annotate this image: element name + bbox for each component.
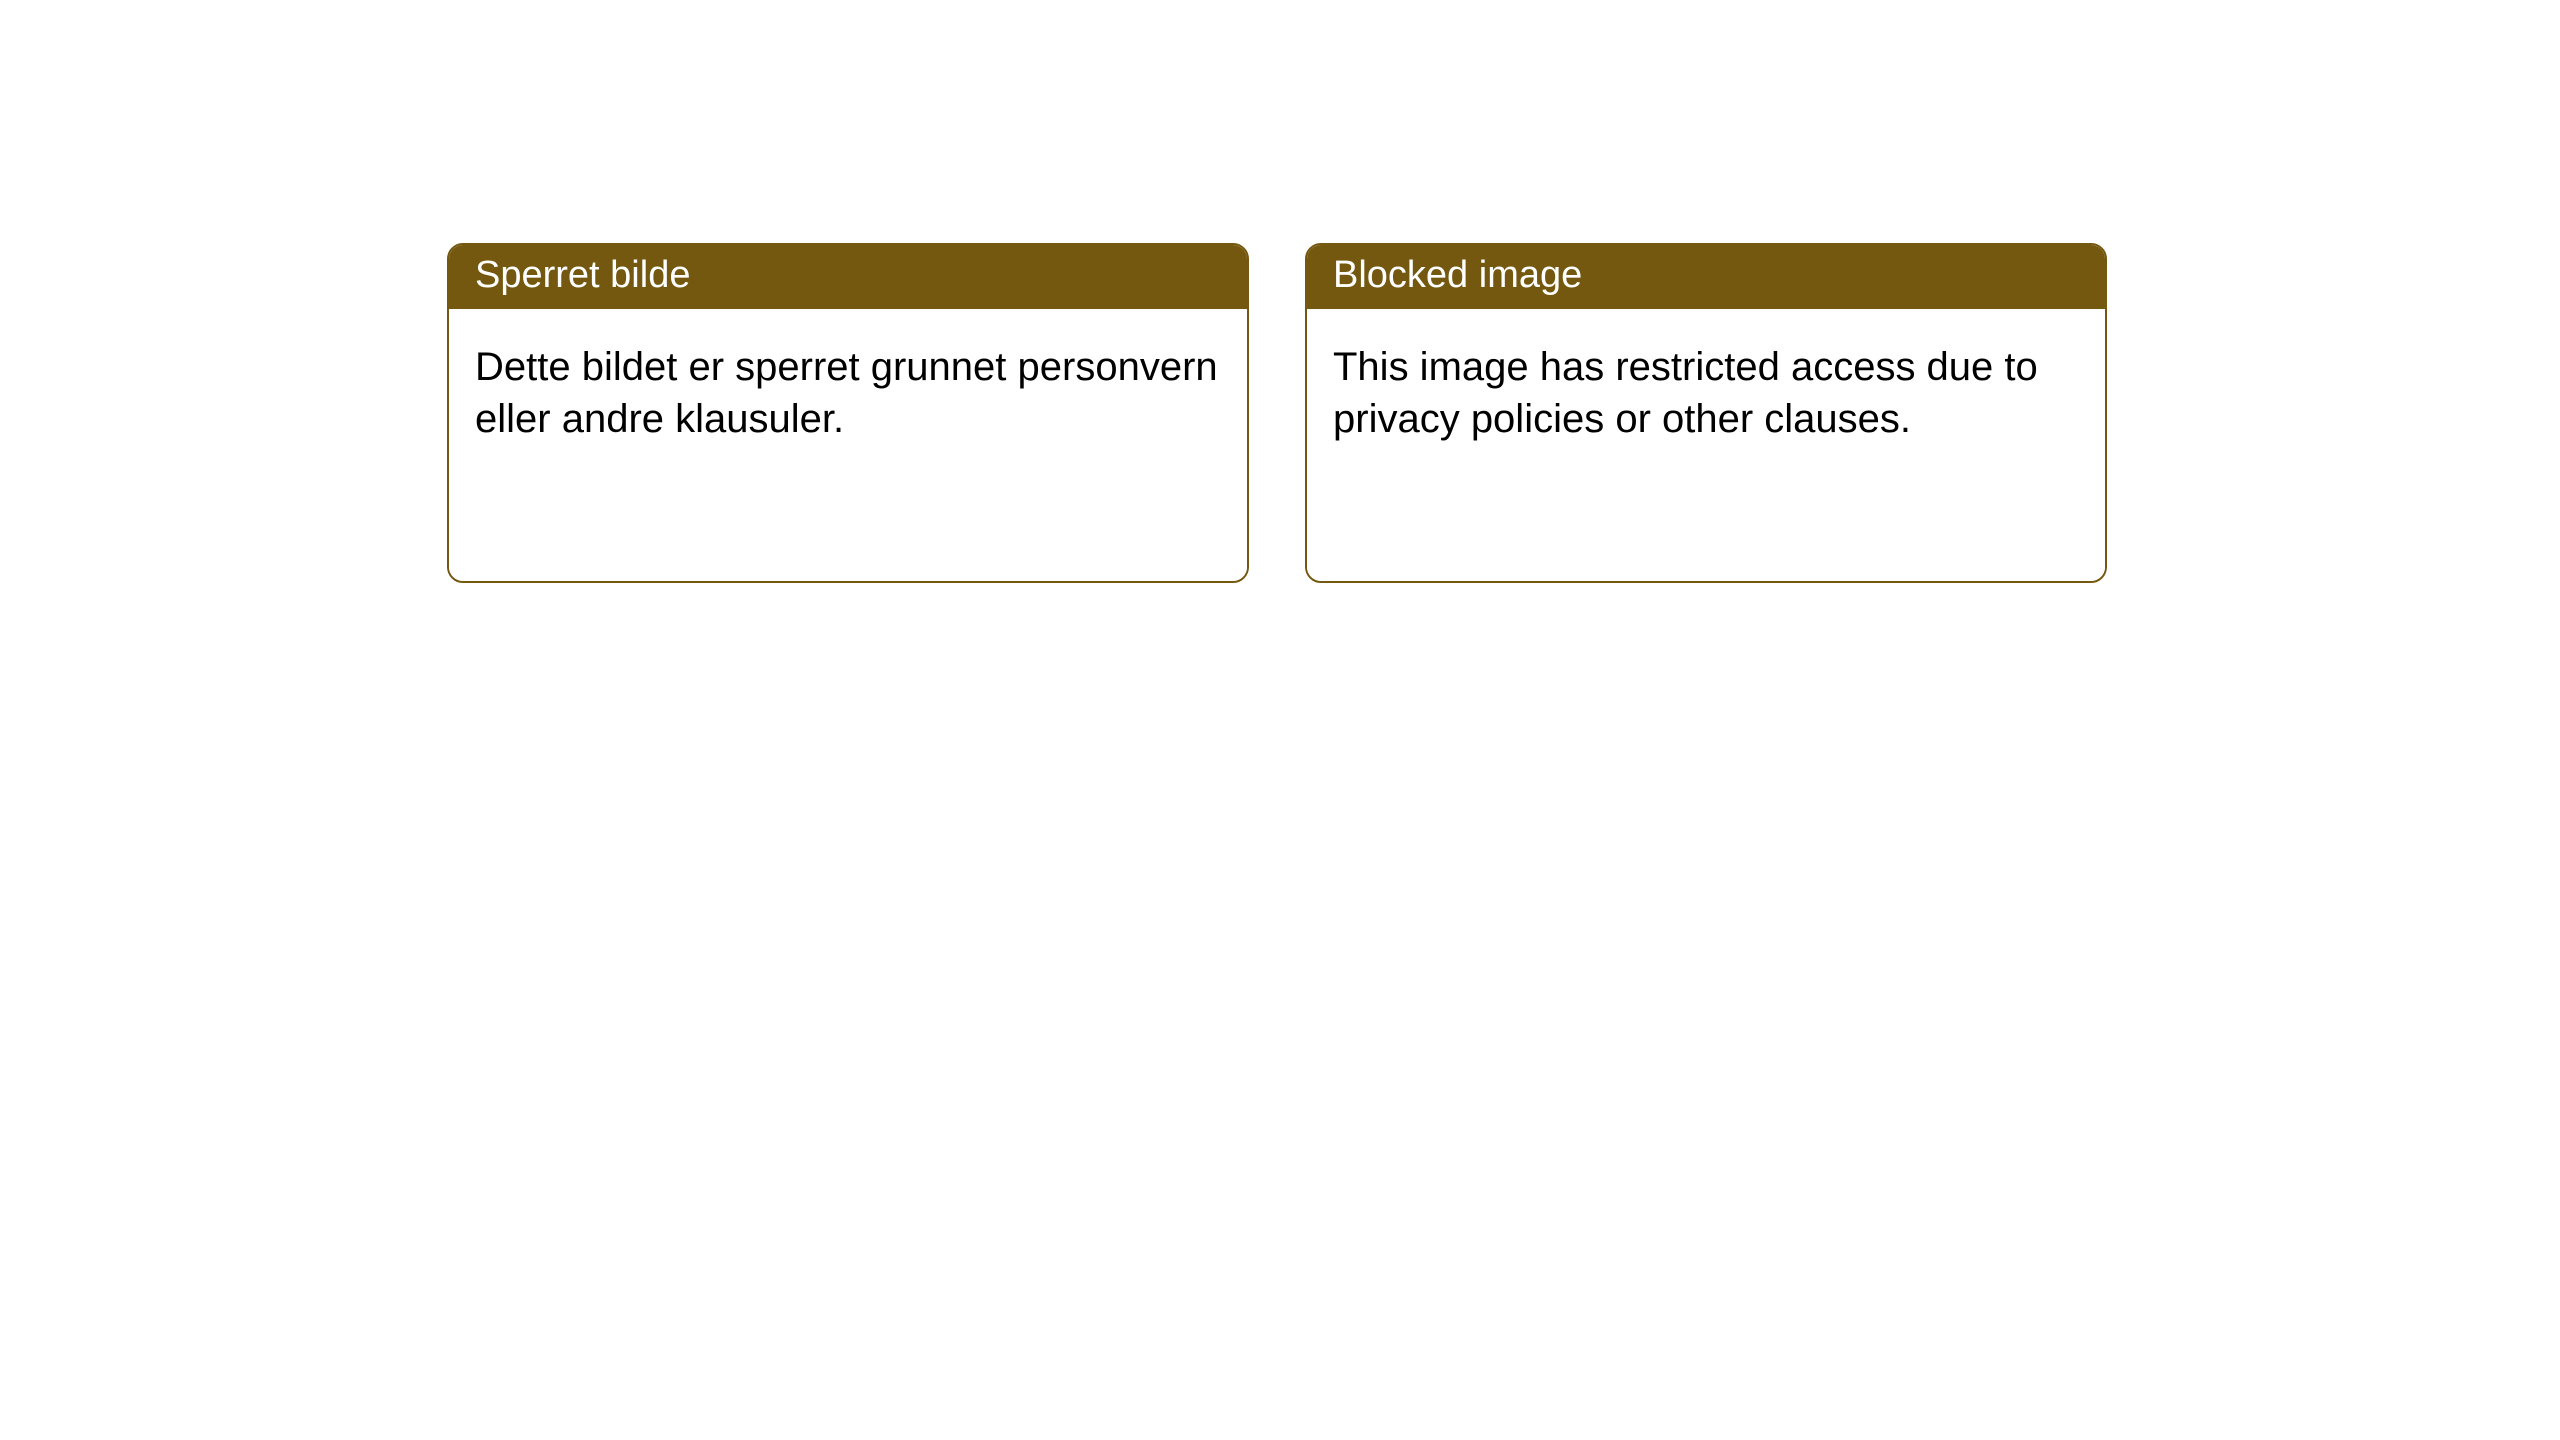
card-header: Sperret bilde — [449, 245, 1247, 309]
card-title: Blocked image — [1333, 254, 1582, 296]
notice-card-english: Blocked image This image has restricted … — [1305, 243, 2107, 583]
card-header: Blocked image — [1307, 245, 2105, 309]
notice-card-norwegian: Sperret bilde Dette bildet er sperret gr… — [447, 243, 1249, 583]
card-title: Sperret bilde — [475, 254, 690, 296]
notice-container: Sperret bilde Dette bildet er sperret gr… — [0, 0, 2560, 583]
card-body: Dette bildet er sperret grunnet personve… — [449, 309, 1247, 581]
card-body-text: Dette bildet er sperret grunnet personve… — [475, 345, 1218, 441]
card-body-text: This image has restricted access due to … — [1333, 345, 2038, 441]
card-body: This image has restricted access due to … — [1307, 309, 2105, 581]
